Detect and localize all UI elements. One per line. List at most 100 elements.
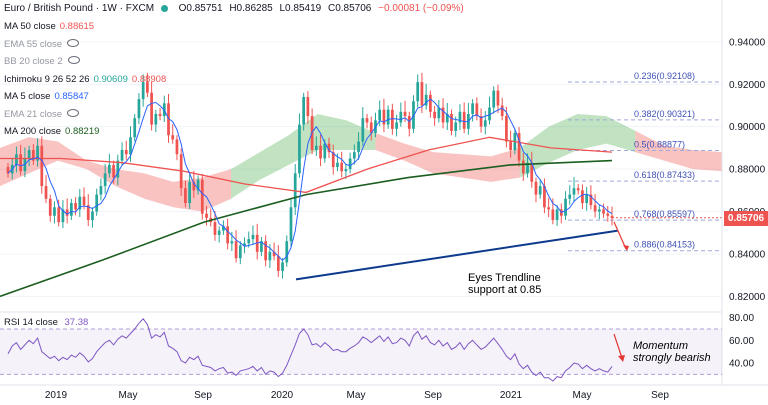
time-tick-label: 2021 [500, 390, 523, 401]
indicator-value: 0.88615 [59, 21, 95, 32]
indicator-label: MA 5 close [4, 91, 51, 102]
candle-body [420, 82, 424, 106]
eye-hidden-icon[interactable] [67, 38, 80, 47]
market-status-icon [160, 4, 168, 12]
candle-body [369, 122, 373, 134]
cloud-segment [288, 113, 318, 165]
cloud-segment [375, 133, 405, 161]
candle-body [53, 207, 56, 216]
candle-body [344, 169, 348, 172]
price-tick-label: 0.82000 [729, 292, 766, 303]
candle-body [348, 158, 352, 170]
candle-body [289, 207, 293, 242]
candle-body [19, 154, 23, 172]
candle-body [188, 181, 191, 204]
cloud-segment [144, 173, 174, 208]
candle-body [585, 194, 589, 204]
candle-body [146, 82, 149, 93]
candle-body [378, 109, 382, 121]
candle-body [57, 207, 61, 223]
rsi-legend[interactable]: RSI 14 close 37.38 [4, 317, 88, 328]
candle-body [382, 109, 386, 125]
ohlc-open: O0.85751 [178, 3, 223, 14]
ohlc-high: H0.86285 [229, 3, 273, 14]
last-price-label: 0.85706 [724, 211, 768, 226]
time-tick-label: 2020 [271, 390, 294, 401]
momentum-annotation: Momentum strongly bearish [633, 340, 711, 364]
candle-body [509, 141, 512, 151]
trendline-group [295, 217, 722, 281]
indicator-ma-50-close[interactable]: MA 50 close 0.88615 [4, 21, 94, 32]
candles [6, 72, 614, 279]
time-tick-label: 2019 [45, 390, 68, 401]
rsi-line [7, 318, 613, 382]
indicator-ichimoku-9-26-52-26[interactable]: Ichimoku 9 26 52 26 0.90609 0.88908 [4, 74, 166, 85]
indicator-label: BB 20 close 2 [4, 56, 63, 67]
candle-body [534, 181, 538, 195]
indicator-ma-200-close[interactable]: MA 200 close 0.88219 [4, 126, 99, 137]
candle-body [268, 251, 272, 261]
price-tick-label: 0.88000 [729, 165, 766, 176]
candle-body [40, 145, 44, 187]
cloud-segment [462, 154, 491, 182]
cloud-segment [664, 145, 694, 170]
candle-body [412, 101, 415, 129]
trendline-annotation: Eyes Trendline support at 0.85 [468, 272, 541, 296]
eye-hidden-icon[interactable] [67, 56, 80, 64]
candle-body [91, 211, 94, 221]
indicator-value: 0.90609 [93, 73, 128, 85]
candle-body [95, 194, 99, 212]
indicator-label: EMA 21 close [4, 108, 63, 120]
support-trendline [295, 229, 619, 281]
cloud-segment [115, 169, 145, 199]
candle-body [391, 109, 394, 129]
indicator-ema-21-close[interactable]: EMA 21 close [4, 108, 80, 120]
candle-body [323, 143, 327, 159]
candle-body [399, 111, 403, 123]
fib-level-label: 0.618(0.87433) [634, 170, 695, 180]
time-tick-label: Sep [424, 390, 442, 401]
fib-level-label: 0.5(0.88877) [634, 140, 685, 150]
candle-body [281, 262, 284, 271]
trendline-annotation-line1: Eyes Trendline [468, 272, 541, 284]
candle-body [416, 82, 420, 102]
candle-body [133, 118, 137, 138]
candle-body [327, 143, 331, 153]
indicator-bb-20-close-2[interactable]: BB 20 close 2 [4, 56, 80, 67]
time-axis: 2019 May Sep 2020 May Sep 2021 May Sep [0, 384, 768, 401]
candle-body [395, 122, 398, 129]
fib-level-label: 0.382(0.90321) [634, 109, 695, 119]
indicator-label: Ichimoku 9 26 52 26 [4, 73, 90, 85]
rsi-tick-label: 80.00 [729, 313, 754, 324]
candle-body [251, 234, 255, 240]
candle-body [175, 139, 179, 155]
candle-body [526, 162, 529, 174]
candle-body [150, 92, 153, 125]
candle-body [99, 186, 103, 195]
candle-body [555, 209, 559, 221]
candle-body [154, 113, 158, 125]
ma50-line [0, 136, 613, 194]
indicator-ema-55-close[interactable]: EMA 55 close [4, 38, 80, 50]
candle-body [61, 209, 65, 223]
price-tick-label: 0.94000 [729, 37, 766, 48]
candle-body [602, 209, 605, 214]
candle-body [78, 196, 82, 210]
time-tick-label: Sep [651, 390, 669, 401]
time-tick-label: May [573, 390, 592, 401]
cloud-segment [0, 137, 29, 187]
candle-body [610, 215, 614, 218]
candle-body [475, 103, 479, 117]
rsi-panel: 80.00 60.00 40.00 [0, 311, 754, 382]
candle-body [298, 124, 301, 174]
indicator-value: 0.85847 [54, 91, 89, 102]
candle-body [445, 113, 449, 123]
eye-hidden-icon[interactable] [67, 108, 80, 117]
momentum-annotation-line2: strongly bearish [633, 352, 711, 364]
candle-body [272, 251, 276, 257]
ohlc-close: C0.85706 [327, 3, 372, 14]
indicator-ma-5-close[interactable]: MA 5 close 0.85847 [4, 91, 89, 102]
candle-body [521, 160, 525, 174]
symbol-title[interactable]: Euro / British Pound · 1W · FXCM [4, 3, 155, 14]
